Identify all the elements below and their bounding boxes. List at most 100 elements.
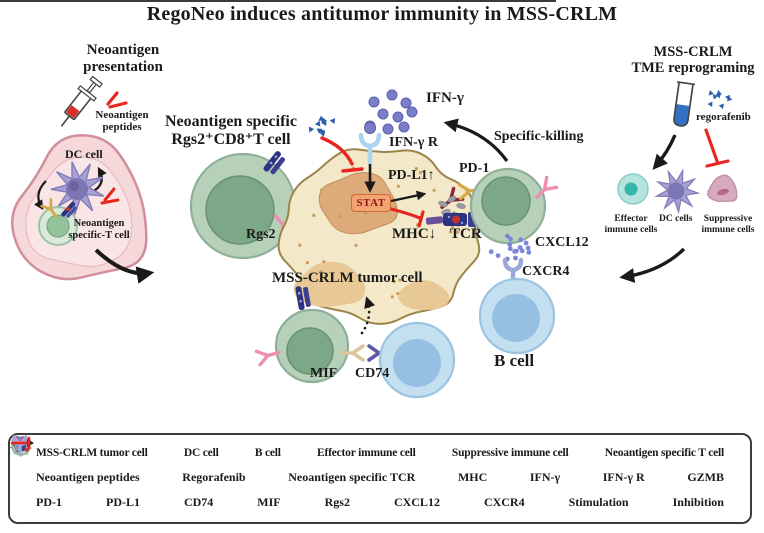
legend-item: MSS-CRLM tumor cell	[11, 437, 148, 460]
cd74-label: CD74	[355, 366, 390, 381]
label-line: Neoantigen	[95, 109, 149, 121]
b-cell-right	[478, 277, 556, 355]
heading-line: Neoantigen	[86, 42, 160, 58]
ifn-gamma-dots	[364, 89, 418, 135]
legend-label: GZMB	[687, 469, 724, 484]
specific-killing-arrow	[443, 118, 509, 162]
tube-to-cells-arrow	[652, 134, 677, 170]
legend-item: Neoantigen specific TCR	[16, 437, 416, 485]
tme-reprograming-heading: MSS-CRLM TME reprograming	[627, 44, 759, 76]
legend-label: Neoantigen peptides	[36, 469, 140, 484]
top-border-line	[0, 0, 556, 2]
peptide-inhibition-icon	[106, 91, 128, 109]
mif-label: MIF	[310, 366, 338, 381]
node-inhibition-icon	[100, 187, 120, 205]
label-line: specific-T cell	[68, 229, 130, 241]
dc-cell-right-icon	[654, 168, 701, 215]
legend-item: DC cell	[10, 435, 219, 459]
inhibition-icon	[10, 436, 31, 450]
legend-label: IFN-γ R	[602, 469, 645, 484]
legend-label: CD74	[183, 494, 214, 509]
rgs2-label: Rgs2	[246, 227, 276, 242]
killer-t-rgs2-icon	[535, 175, 559, 199]
legend-label: Regorafenib	[182, 469, 246, 484]
legend-item: Rgs2	[12, 435, 350, 510]
node-dc-cell-icon	[50, 161, 105, 216]
legend-item: GZMB	[14, 438, 724, 485]
legend-item: Stimulation	[12, 439, 629, 510]
legend-item: Effector immune cell	[11, 436, 416, 459]
legend-label: IFN-γ	[529, 469, 561, 484]
regorafenib-label: regorafenib	[696, 111, 751, 123]
label-line: peptides	[102, 121, 142, 134]
bottom-rgs2-icon	[254, 349, 281, 367]
legend-row-3: PD-1 PD-L1 CD74 MIF Rgs2	[10, 435, 750, 510]
legend-label: Inhibition	[672, 494, 724, 509]
mif-icon	[340, 344, 365, 362]
bottom-t-cell	[274, 308, 350, 384]
legend-item: Suppressive immune cell	[11, 437, 569, 459]
legend-label: MIF	[257, 494, 281, 509]
legend-label: Stimulation	[568, 494, 629, 509]
killer-t-cell	[469, 167, 547, 245]
ifn-gamma-r-label: IFN-γ R	[389, 135, 438, 150]
legend-label: PD-L1	[105, 494, 140, 509]
tcr-label: TCR	[450, 226, 482, 242]
pd-1-label: PD-1	[459, 161, 490, 176]
legend-box: MSS-CRLM tumor cell DC cell B cell Effec…	[8, 433, 752, 524]
node-mhc-tcr-bridge-icon	[61, 201, 77, 218]
figure-title: RegoNeo induces antitumor immunity in MS…	[146, 3, 618, 25]
test-tube-icon	[673, 81, 696, 127]
effector-cells-label: Effector immune cells	[600, 214, 662, 235]
heading-line: TME reprograming	[631, 60, 755, 77]
legend-label: Neoantigen specific TCR	[288, 469, 416, 484]
effector-cell-icon	[617, 173, 649, 205]
label-line: Neoantigen	[73, 218, 125, 229]
suppressive-cells-label: Suppressive immune cells	[698, 214, 758, 235]
ifn-gamma-r-icon	[358, 132, 382, 165]
tumor-cell	[277, 148, 481, 325]
regorafenib-inhibition	[320, 136, 364, 173]
legend-item: CXCR4	[12, 436, 525, 510]
legend-label: Neoantigen specific T cell	[604, 447, 724, 460]
heading-line: MSS-CRLM	[653, 44, 733, 60]
pd-l1-label: PD-L1↑	[388, 168, 435, 183]
legend-item: MIF	[12, 435, 281, 510]
legend-item: Neoantigen specific T cell	[11, 436, 724, 460]
legend-label: Rgs2	[324, 494, 350, 509]
heading-line: Rgs2⁺CD8⁺T cell	[171, 130, 291, 148]
label-line: Effector	[614, 214, 648, 224]
dc-cells-label: DC cells	[659, 214, 693, 224]
specific-killing-label: Specific-killing	[494, 129, 584, 144]
suppressive-cell-icon	[707, 174, 738, 203]
heading-line: Neoantigen specific	[165, 113, 297, 130]
legend-label: CXCL12	[393, 494, 440, 509]
legend-item: Regorafenib	[15, 436, 246, 485]
legend-item: PD-L1	[12, 435, 140, 510]
legend-item: CD74	[12, 435, 214, 510]
b-cell-label: B cell	[494, 351, 535, 370]
cd8-tcr-icon	[263, 151, 286, 175]
legend-label: B cell	[254, 447, 281, 460]
dc-cell-label: DC cell	[65, 147, 103, 161]
legend-item: Inhibition	[10, 436, 724, 510]
cd8-t-cell-heading: Neoantigen specific Rgs2⁺CD8⁺T cell	[152, 113, 310, 149]
neoantigen-peptides-label: Neoantigen peptides	[86, 109, 158, 134]
stat-to-pdl1-arrow	[390, 190, 427, 203]
mhc-label: MHC↓	[392, 226, 437, 242]
neoantigen-presentation-heading: Neoantigen presentation	[68, 42, 178, 76]
legend-item: MHC	[15, 436, 488, 485]
legend-item: Neoantigen peptides	[12, 438, 140, 485]
node-t-cell-label: Neoantigen specific-T cell	[62, 218, 136, 242]
ifn-gamma-label: IFN-γ	[426, 90, 464, 106]
legend-row-1: MSS-CRLM tumor cell DC cell B cell Effec…	[10, 435, 750, 460]
syringe-icon	[60, 75, 103, 127]
legend-label: MSS-CRLM tumor cell	[36, 447, 148, 460]
label-line: immune cells	[701, 224, 755, 235]
legend-label: MHC	[457, 469, 488, 484]
label-line: Suppressive	[703, 214, 753, 224]
cxcr4-label: CXCR4	[522, 264, 570, 279]
bottom-b-cell	[378, 321, 456, 399]
ifn-gamma-dot-bound	[364, 122, 376, 134]
